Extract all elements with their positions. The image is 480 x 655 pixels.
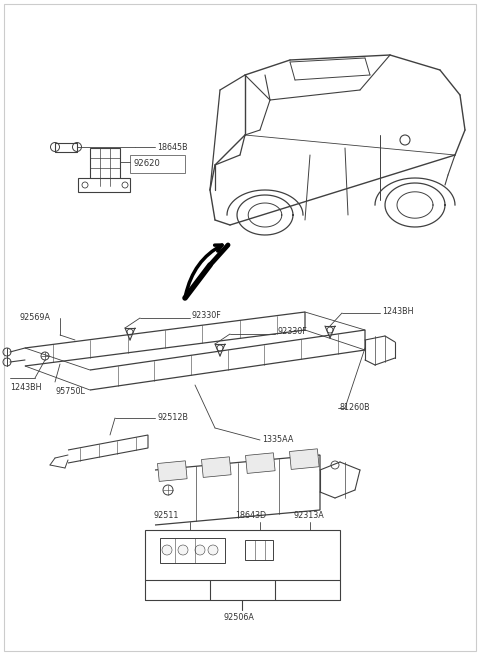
Text: 92511: 92511 [153, 512, 179, 521]
Bar [130, 155, 185, 173]
FancyArrowPatch shape [186, 245, 222, 295]
Text: 92313A: 92313A [293, 512, 324, 521]
Polygon shape [90, 330, 365, 390]
Bar [90, 148, 120, 186]
Text: 18645B: 18645B [157, 143, 188, 151]
Polygon shape [68, 435, 148, 463]
Bar [145, 530, 340, 580]
Circle shape [195, 545, 205, 555]
Text: 81260B: 81260B [340, 403, 371, 413]
Text: 92506A: 92506A [224, 614, 255, 622]
Bar [55, 143, 77, 152]
Text: 92569A: 92569A [20, 314, 51, 322]
Text: 1243BH: 1243BH [382, 307, 413, 316]
Text: 95750L: 95750L [55, 388, 85, 396]
Bar [78, 178, 130, 192]
Text: 18643D: 18643D [235, 512, 266, 521]
Text: 92620: 92620 [134, 160, 161, 168]
Circle shape [208, 545, 218, 555]
Text: 92330F: 92330F [277, 328, 307, 337]
Text: 92512B: 92512B [157, 413, 188, 422]
Bar [245, 453, 275, 474]
Bar [245, 540, 273, 560]
Polygon shape [25, 312, 305, 366]
Bar [157, 461, 187, 481]
Bar [160, 538, 225, 563]
Polygon shape [155, 455, 320, 525]
Circle shape [162, 545, 172, 555]
Bar [289, 449, 319, 470]
Bar [202, 457, 231, 477]
Text: 92330F: 92330F [192, 312, 222, 320]
Circle shape [178, 545, 188, 555]
Text: 1335AA: 1335AA [262, 436, 293, 445]
Text: 1243BH: 1243BH [10, 383, 41, 392]
